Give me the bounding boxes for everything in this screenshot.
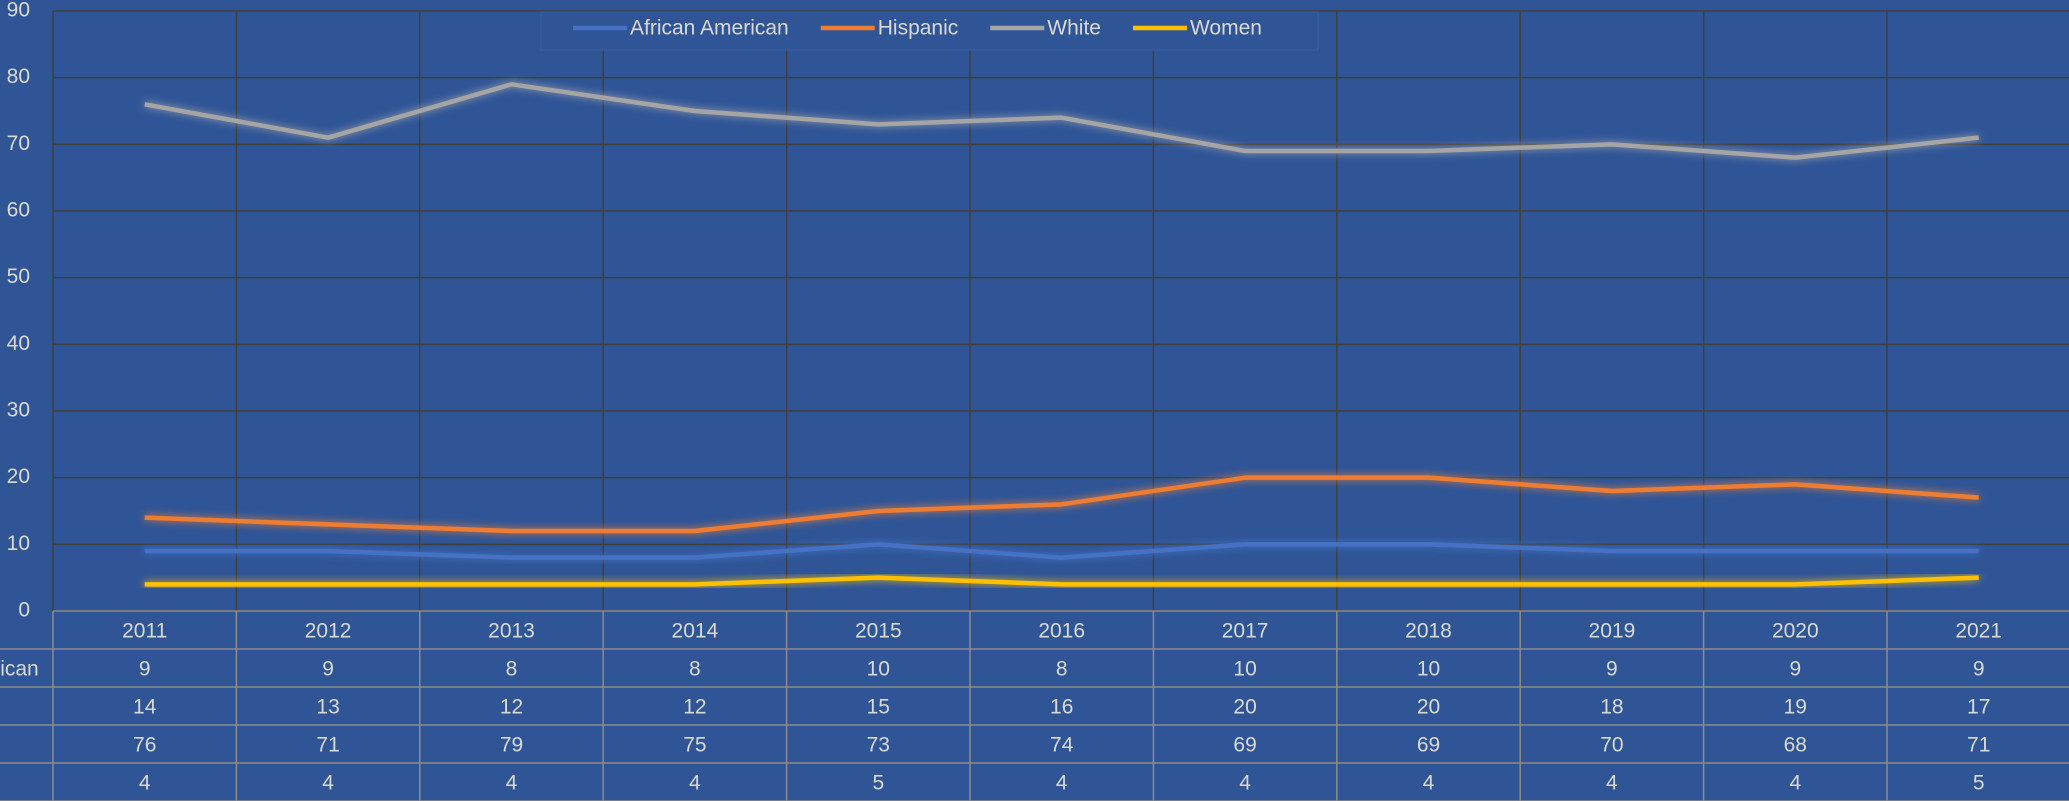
table-cell: 12 bbox=[500, 696, 523, 719]
x-tick-label: 2015 bbox=[855, 620, 902, 643]
table-cell: 5 bbox=[872, 772, 884, 795]
table-cell: 4 bbox=[139, 772, 151, 795]
series-line bbox=[144, 475, 1979, 534]
series-line bbox=[144, 82, 1979, 160]
table-cell: 4 bbox=[322, 772, 334, 795]
x-tick-label: 2020 bbox=[1772, 620, 1819, 643]
table-cell: 70 bbox=[1600, 734, 1623, 757]
table-cell: 10 bbox=[867, 658, 890, 681]
table-cell: 68 bbox=[1784, 734, 1807, 757]
series-line bbox=[144, 575, 1979, 587]
y-tick-label: 80 bbox=[7, 65, 30, 88]
table-row-label: African American bbox=[0, 658, 39, 681]
table-cell: 71 bbox=[1967, 734, 1990, 757]
y-tick-label: 30 bbox=[7, 399, 30, 422]
table-cell: 4 bbox=[689, 772, 701, 795]
y-tick-label: 40 bbox=[7, 332, 30, 355]
x-tick-label: 2011 bbox=[122, 620, 167, 643]
table-cell: 4 bbox=[1056, 772, 1068, 795]
table-cell: 8 bbox=[506, 658, 518, 681]
series-line bbox=[144, 542, 1979, 560]
table-cell: 9 bbox=[1973, 658, 1985, 681]
table-cell: 4 bbox=[1789, 772, 1801, 795]
table-cell: 15 bbox=[867, 696, 890, 719]
table-cell: 10 bbox=[1417, 658, 1440, 681]
x-tick-label: 2012 bbox=[305, 620, 352, 643]
table-cell: 4 bbox=[506, 772, 518, 795]
legend: African American Hispanic White Women bbox=[540, 11, 1319, 51]
x-tick-label: 2019 bbox=[1589, 620, 1636, 643]
table-cell: 4 bbox=[1239, 772, 1251, 795]
table-cell: 4 bbox=[1606, 772, 1618, 795]
table-cell: 18 bbox=[1600, 696, 1623, 719]
y-tick-label: 90 bbox=[7, 0, 30, 22]
y-tick-label: 60 bbox=[7, 199, 30, 222]
legend-label: African American bbox=[630, 17, 789, 40]
y-tick-label: 50 bbox=[7, 265, 30, 288]
table-cell: 9 bbox=[322, 658, 334, 681]
table-cell: 10 bbox=[1233, 658, 1256, 681]
table-cell: 19 bbox=[1784, 696, 1807, 719]
table-cell: 73 bbox=[867, 734, 890, 757]
y-tick-label: 10 bbox=[7, 532, 30, 555]
x-tick-label: 2014 bbox=[672, 620, 719, 643]
x-tick-label: 2013 bbox=[488, 620, 535, 643]
table-cell: 16 bbox=[1050, 696, 1073, 719]
table-cell: 69 bbox=[1417, 734, 1440, 757]
table-cell: 69 bbox=[1233, 734, 1256, 757]
table-cell: 74 bbox=[1050, 734, 1074, 757]
table-cell: 8 bbox=[689, 658, 701, 681]
table-cell: 17 bbox=[1967, 696, 1990, 719]
table-cell: 12 bbox=[683, 696, 706, 719]
table-cell: 8 bbox=[1056, 658, 1068, 681]
table-cell: 9 bbox=[1606, 658, 1618, 681]
y-tick-label: 70 bbox=[7, 132, 30, 155]
x-tick-label: 2021 bbox=[1955, 620, 2002, 643]
table-cell: 4 bbox=[1423, 772, 1435, 795]
table-cell: 20 bbox=[1417, 696, 1440, 719]
table-cell: 71 bbox=[316, 734, 339, 757]
table-cell: 9 bbox=[139, 658, 151, 681]
table-cell: 79 bbox=[500, 734, 523, 757]
x-tick-label: 2016 bbox=[1038, 620, 1085, 643]
x-tick-label: 2018 bbox=[1405, 620, 1452, 643]
legend-label: Women bbox=[1190, 17, 1262, 40]
legend-box bbox=[540, 11, 1319, 51]
table-cell: 5 bbox=[1973, 772, 1985, 795]
table-cell: 75 bbox=[683, 734, 706, 757]
table-cell: 13 bbox=[316, 696, 339, 719]
legend-label: Hispanic bbox=[878, 17, 959, 40]
table-cell: 14 bbox=[133, 696, 157, 719]
table-cell: 20 bbox=[1233, 696, 1256, 719]
x-tick-label: 2017 bbox=[1222, 620, 1269, 643]
table-cell: 9 bbox=[1789, 658, 1801, 681]
legend-label: White bbox=[1047, 17, 1101, 40]
table-cell: 76 bbox=[133, 734, 156, 757]
y-tick-label: 20 bbox=[7, 465, 30, 488]
y-tick-label: 0 bbox=[18, 599, 30, 622]
